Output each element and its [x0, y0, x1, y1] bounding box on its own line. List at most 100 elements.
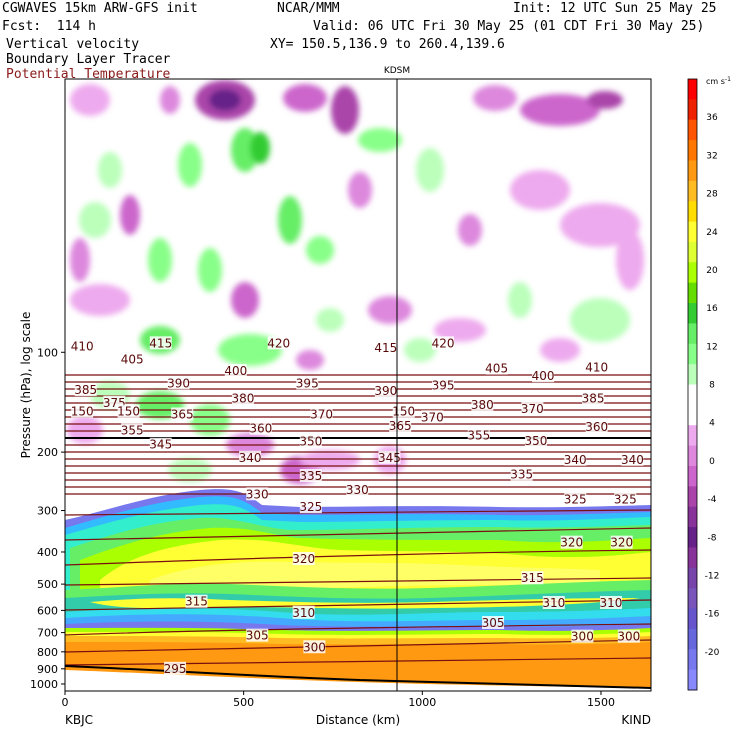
theta-label-bg [467, 428, 490, 442]
theta-label-text: 405 [121, 352, 144, 366]
colorbar-tick-label: 36 [706, 113, 718, 123]
theta-label-text: 410 [71, 339, 94, 353]
theta-label: 410 [71, 339, 94, 353]
theta-label: 400 [224, 364, 247, 378]
colorbar-swatch [688, 486, 697, 508]
theta-label-bg [485, 361, 508, 375]
theta-label-bg [532, 369, 555, 383]
colorbar-tick-label: 4 [709, 419, 715, 429]
theta-label-text: 320 [610, 536, 633, 550]
theta-label: 400 [532, 369, 555, 383]
x-axis: 0 500 1000 1500 [62, 691, 615, 709]
theta-label-text: 370 [521, 402, 544, 416]
theta-label-bg [299, 434, 322, 448]
colorbar-swatch [688, 425, 697, 447]
theta-label-text: 325 [614, 493, 637, 507]
colorbar-tick-label: -4 [708, 495, 717, 505]
theta-label-text: 410 [585, 360, 608, 374]
cross-section-endpoints: XY= 150.5,136.9 to 260.4,139.6 [270, 37, 505, 52]
theta-label: 325 [564, 492, 587, 507]
theta-label-text: 345 [378, 451, 401, 465]
colorbar-swatch [688, 404, 697, 426]
colorbar-unit-exponent: -1 [725, 76, 731, 83]
y-tick-label: 200 [37, 446, 58, 459]
theta-label-text: 355 [121, 423, 144, 437]
theta-label-bg [249, 421, 272, 435]
theta-label-bg [560, 535, 583, 549]
colorbar-swatch [688, 303, 697, 324]
theta-label-text: 325 [299, 500, 322, 514]
theta-label: 300 [303, 640, 326, 654]
theta-label-text: 400 [224, 364, 247, 378]
theta-label-text: 405 [485, 362, 508, 376]
left-endpoint-label: KBJC [65, 713, 93, 727]
colorbar-unit: cm s-1 [706, 76, 731, 86]
colorbar-unit-text: cm s [706, 77, 725, 86]
theta-label-text: 415 [149, 336, 172, 350]
shaded-field-layer: 410 415 420 415 420 405 400 405 400 410 385 390 395 3… [65, 79, 651, 691]
theta-label-bg [599, 595, 622, 609]
theta-label-bg [521, 401, 544, 415]
theta-label: 340 [564, 452, 587, 467]
field-bl-tracer: Boundary Layer Tracer [6, 52, 171, 67]
theta-label-text: 305 [246, 629, 269, 643]
theta-label-text: 355 [467, 428, 490, 442]
y-tick-label: 100 [37, 346, 58, 359]
colorbar-swatch [688, 201, 697, 223]
theta-label-text: 360 [249, 422, 272, 436]
theta-label-text: 315 [185, 595, 208, 609]
theta-label-text: 400 [532, 369, 555, 383]
theta-label-bg [246, 628, 269, 642]
theta-label-text: 360 [585, 420, 608, 434]
theta-label-text: 340 [564, 453, 587, 467]
theta-label-bg [149, 437, 172, 451]
colorbar-swatch [688, 79, 697, 100]
theta-label-text: 350 [524, 434, 547, 448]
colorbar-tick-label: 8 [709, 381, 715, 391]
theta-label: 420 [267, 336, 290, 350]
colorbar-tick-label: -20 [705, 648, 720, 658]
theta-label-bg [71, 404, 94, 418]
theta-label-bg [299, 468, 322, 482]
theta-label-bg [121, 423, 144, 437]
theta-label-bg [346, 482, 369, 496]
theta-label-text: 300 [303, 640, 326, 654]
theta-label: 330 [246, 487, 269, 501]
theta-label-text: 150 [392, 405, 415, 419]
theta-label-text: 300 [571, 630, 594, 644]
colorbar-tick-label: -8 [708, 533, 717, 543]
y-tick-label: 500 [37, 578, 58, 591]
theta-label-text: 345 [149, 438, 172, 452]
theta-label-text: 340 [621, 453, 644, 467]
y-tick-label: 800 [37, 646, 58, 659]
colorbar-tick-label: -16 [705, 610, 720, 620]
colorbar-swatch [688, 343, 697, 365]
colorbar-swatch [688, 160, 697, 182]
theta-label-bg [299, 500, 322, 514]
theta-label-text: 420 [267, 336, 290, 350]
theta-label-text: 325 [564, 493, 587, 507]
theta-label-bg [374, 340, 397, 354]
forecast-hour: Fcst: 114 h [2, 19, 96, 34]
colorbar-swatch [688, 282, 697, 304]
theta-label: 320 [292, 552, 315, 566]
theta-label-text: 385 [74, 383, 97, 397]
theta-label: 310 [599, 595, 622, 610]
theta-label-bg [374, 384, 397, 398]
theta-label-text: 370 [421, 410, 444, 424]
theta-label: 385 [582, 391, 605, 406]
theta-label: 150 [71, 404, 94, 419]
theta-label: 405 [121, 352, 144, 366]
y-axis-title: Pressure (hPa), log scale [19, 312, 33, 459]
theta-contour-labels: 410 415 420 415 420 405 400 405 400 410 385 390 395 3… [71, 336, 644, 676]
theta-label-text: 365 [171, 407, 194, 421]
theta-label: 355 [467, 428, 490, 442]
colorbar-swatch [688, 567, 697, 589]
theta-label: 395 [296, 376, 319, 390]
theta-label-text: 415 [374, 341, 397, 355]
theta-label-text: 395 [296, 376, 319, 390]
theta-label: 380 [231, 391, 254, 406]
y-tick-label: 900 [37, 663, 58, 676]
theta-label-bg [292, 605, 315, 619]
theta-label-text: 350 [299, 435, 322, 449]
